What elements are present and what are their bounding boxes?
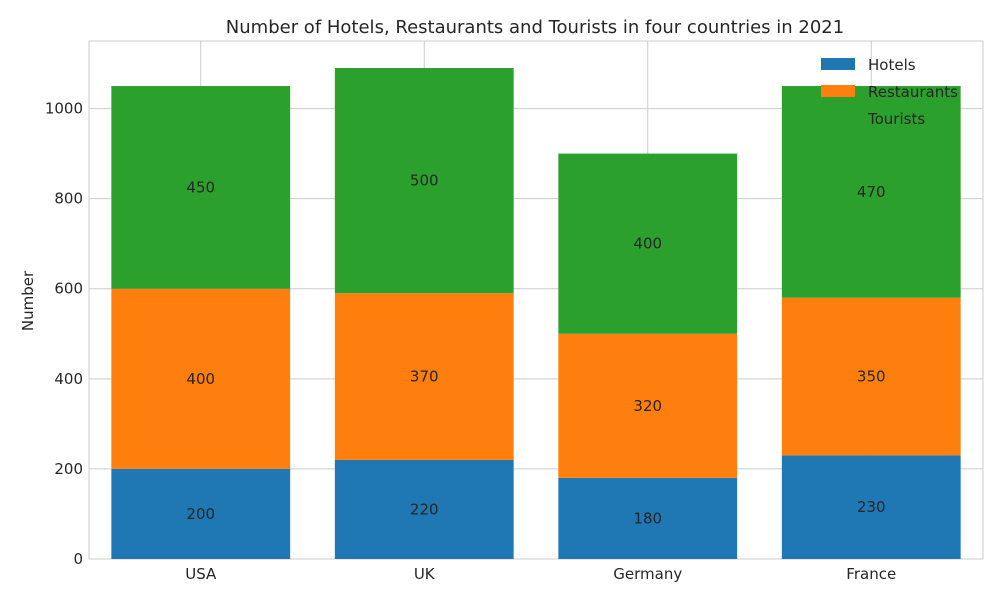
bar-restaurants — [781, 297, 961, 456]
bar-tourists — [334, 68, 514, 294]
y-tick-label: 0 — [73, 550, 83, 568]
legend-swatch-tourists — [821, 112, 855, 124]
y-tick-label: 400 — [54, 370, 83, 388]
y-tick-label: 600 — [54, 280, 83, 298]
legend: Hotels Restaurants Tourists — [821, 56, 958, 128]
bars — [111, 68, 961, 559]
y-tick-labels: 0 200 400 600 800 1000 — [45, 100, 83, 568]
legend-label: Restaurants — [868, 83, 958, 101]
legend-swatch-hotels — [821, 58, 855, 70]
bar-value-label: 220 — [410, 500, 439, 518]
bar-value-label: 320 — [633, 397, 662, 415]
bar-value-label: 230 — [857, 498, 886, 516]
legend-swatch-restaurants — [821, 85, 855, 97]
x-tick-label: Germany — [613, 565, 682, 583]
bar-value-label: 370 — [410, 368, 439, 386]
bar-tourists — [111, 86, 291, 289]
x-tick-label: France — [846, 565, 896, 583]
bar-value-label: 350 — [857, 368, 886, 386]
bar-value-label: 470 — [857, 183, 886, 201]
y-tick-label: 1000 — [45, 100, 83, 118]
bar-tourists — [558, 153, 738, 334]
bar-hotels — [558, 477, 738, 559]
y-tick-label: 800 — [54, 190, 83, 208]
bar-hotels — [781, 455, 961, 559]
bar-value-label: 450 — [186, 178, 215, 196]
chart-title: Number of Hotels, Restaurants and Touris… — [226, 17, 844, 38]
x-tick-label: USA — [185, 565, 217, 583]
legend-label: Tourists — [867, 110, 925, 128]
bar-hotels — [334, 459, 514, 559]
bar-value-label: 180 — [633, 509, 662, 527]
bar-value-label: 400 — [633, 235, 662, 253]
legend-label: Hotels — [868, 56, 916, 74]
bar-value-label: 500 — [410, 172, 439, 190]
bar-restaurants — [111, 288, 291, 469]
bar-value-label: 200 — [186, 505, 215, 523]
plot-frame — [88, 40, 984, 560]
y-axis-label: Number — [19, 270, 37, 331]
bar-restaurants — [558, 333, 738, 478]
bar-restaurants — [334, 293, 514, 460]
bar-value-label: 400 — [186, 370, 215, 388]
x-tick-labels: USA UK Germany France — [185, 565, 896, 583]
bar-tourists — [781, 86, 961, 298]
y-tick-label: 200 — [54, 460, 83, 478]
bar-hotels — [111, 468, 291, 559]
bar-value-labels: 200 220 180 230 400 370 320 350 450 500 400 470 — [186, 172, 885, 528]
x-tick-label: UK — [414, 565, 436, 583]
